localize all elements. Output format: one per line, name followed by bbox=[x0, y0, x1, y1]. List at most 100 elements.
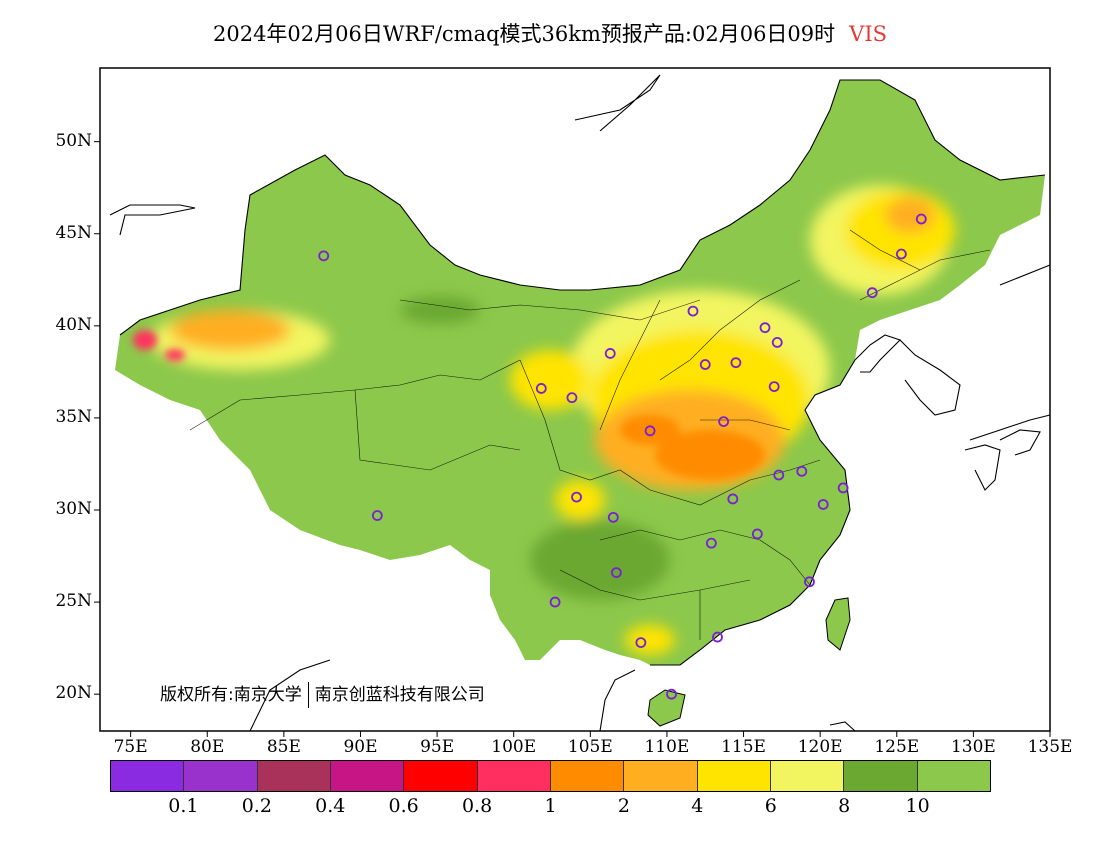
vis-zone-0.8km bbox=[133, 330, 157, 350]
station-marker bbox=[768, 381, 780, 393]
station-marker bbox=[837, 482, 849, 494]
taiwan-island bbox=[825, 597, 851, 651]
station-marker bbox=[371, 510, 383, 521]
station-marker bbox=[607, 511, 619, 523]
east-coast bbox=[650, 359, 856, 666]
station-marker bbox=[771, 337, 783, 348]
vis-zone-8km bbox=[530, 520, 670, 600]
station-marker bbox=[718, 416, 730, 428]
japan-coast bbox=[969, 414, 1051, 441]
legend-label: 10 bbox=[905, 795, 930, 817]
hainan-island bbox=[647, 689, 686, 727]
legend-swatch bbox=[184, 761, 258, 791]
station-marker bbox=[566, 392, 578, 404]
station-marker bbox=[817, 499, 829, 510]
lon-label: 75E bbox=[113, 737, 148, 757]
station-marker bbox=[610, 567, 622, 579]
station-marker bbox=[571, 491, 582, 503]
sw-coast bbox=[249, 659, 331, 732]
lon-label: 100E bbox=[491, 737, 537, 757]
vis-zone-2km bbox=[885, 197, 935, 233]
map-title: 2024年02月06日WRF/cmaq模式36km预报产品:02月06日09时 V… bbox=[0, 18, 1100, 48]
lake-baikal bbox=[574, 74, 661, 132]
station-marker bbox=[730, 357, 742, 369]
station-marker bbox=[751, 528, 763, 540]
legend-label: 0.4 bbox=[315, 795, 346, 817]
legend-label: 0.6 bbox=[388, 795, 419, 817]
vis-zone-2km bbox=[170, 310, 290, 350]
station-marker bbox=[635, 637, 647, 648]
station-marker bbox=[687, 305, 699, 317]
title-variable: VIS bbox=[849, 22, 888, 46]
copyright-separator bbox=[307, 682, 309, 708]
legend-label: 4 bbox=[691, 795, 704, 817]
lon-label: 125E bbox=[874, 737, 920, 757]
luzon-coast bbox=[829, 721, 856, 732]
lat-label: 20N bbox=[55, 683, 92, 704]
station-markers bbox=[318, 213, 927, 700]
vis-zone-0.8km bbox=[165, 349, 185, 361]
lon-label: 95E bbox=[420, 737, 455, 757]
lon-label: 135E bbox=[1027, 737, 1073, 757]
title-main: 2024年02月06日WRF/cmaq模式36km预报产品:02月06日09时 bbox=[212, 22, 836, 46]
copyright-prefix: 版权所有: bbox=[160, 685, 234, 705]
station-marker bbox=[699, 359, 711, 370]
lon-label: 85E bbox=[266, 737, 301, 757]
station-marker bbox=[318, 250, 330, 262]
lat-label: 50N bbox=[55, 130, 92, 151]
coast-ne bbox=[999, 264, 1051, 286]
shikoku-coast bbox=[999, 429, 1041, 456]
kyushu-coast bbox=[964, 444, 1001, 491]
coastline-layer bbox=[109, 74, 1051, 732]
station-marker bbox=[796, 465, 808, 477]
legend-label: 2 bbox=[617, 795, 630, 817]
station-marker bbox=[644, 425, 656, 437]
station-marker bbox=[549, 596, 561, 608]
legend-label: 8 bbox=[838, 795, 851, 817]
station-marker bbox=[712, 631, 723, 643]
lat-label: 35N bbox=[55, 406, 92, 427]
lon-label: 80E bbox=[190, 737, 225, 757]
station-marker bbox=[773, 469, 785, 481]
station-marker bbox=[915, 213, 927, 225]
color-legend bbox=[110, 760, 991, 792]
legend-label: 1 bbox=[544, 795, 557, 817]
lon-label: 115E bbox=[721, 737, 766, 757]
copyright-org1: 南京大学 bbox=[233, 685, 302, 705]
legend-swatch bbox=[330, 761, 405, 791]
north-border bbox=[119, 79, 1046, 336]
lat-ticks bbox=[94, 141, 100, 695]
station-marker bbox=[727, 493, 739, 505]
station-marker bbox=[804, 576, 815, 588]
lon-label: 120E bbox=[797, 737, 843, 757]
copyright-notice: 版权所有:南京大学 南京创蓝科技有限公司 bbox=[160, 680, 485, 708]
legend-swatch bbox=[844, 761, 918, 791]
legend-swatch bbox=[770, 761, 845, 791]
legend-swatch bbox=[624, 761, 698, 791]
station-marker bbox=[535, 383, 547, 394]
lon-label: 110E bbox=[644, 737, 690, 757]
legend-label: 0.8 bbox=[461, 795, 493, 817]
station-marker bbox=[759, 322, 771, 334]
lon-ticks bbox=[130, 731, 1051, 737]
legend-swatch bbox=[697, 761, 771, 791]
lat-label: 40N bbox=[55, 314, 92, 335]
province-borders bbox=[189, 229, 991, 640]
vis-zone-1km bbox=[620, 415, 680, 445]
legend-swatch bbox=[404, 761, 478, 791]
lat-label: 25N bbox=[55, 591, 92, 612]
lat-label: 30N bbox=[55, 499, 92, 519]
legend-swatch bbox=[111, 761, 185, 791]
lon-label: 130E bbox=[950, 737, 996, 757]
legend-label: 6 bbox=[764, 795, 777, 817]
copyright-org2: 南京创蓝科技有限公司 bbox=[314, 685, 485, 705]
legend-label: 0.1 bbox=[168, 795, 199, 817]
legend-label: 0.2 bbox=[241, 795, 272, 817]
balkhash-lake bbox=[109, 204, 196, 236]
vis-zone-4km bbox=[510, 350, 590, 410]
station-marker bbox=[705, 537, 717, 549]
station-marker bbox=[866, 287, 878, 299]
legend-swatch bbox=[550, 761, 625, 791]
lat-label: 45N bbox=[55, 222, 92, 243]
